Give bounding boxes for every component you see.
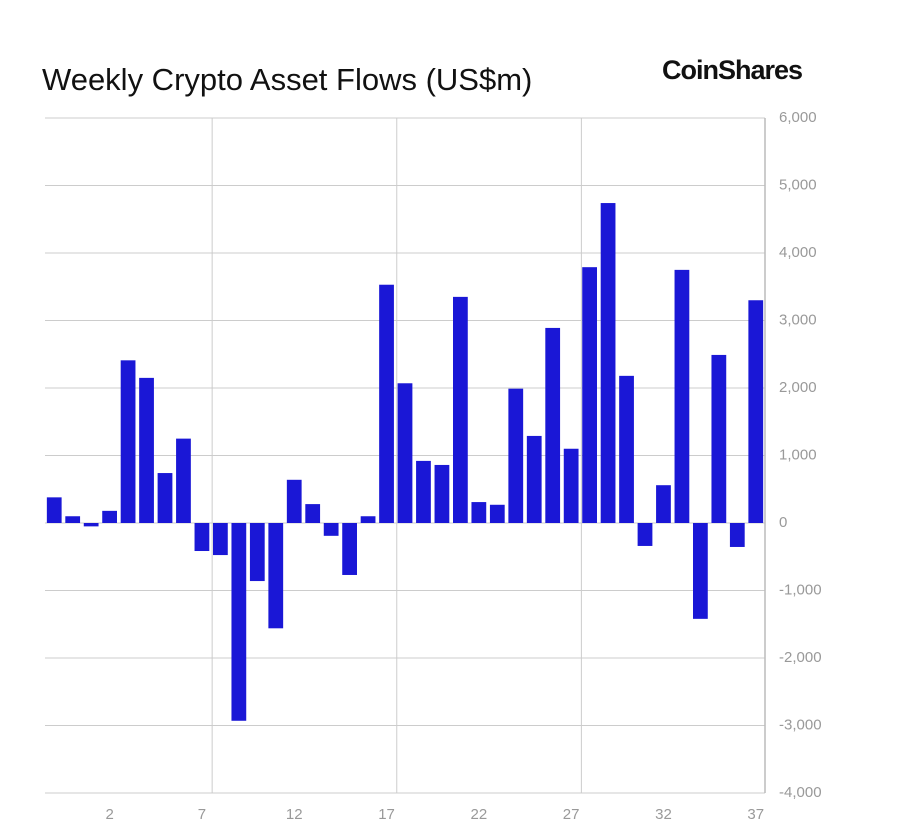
bar bbox=[453, 296, 468, 523]
chart-title: Weekly Crypto Asset Flows (US$m) bbox=[42, 62, 532, 97]
brand-logo: CoinShares bbox=[662, 55, 802, 85]
bar bbox=[471, 502, 487, 523]
bar bbox=[563, 448, 579, 523]
bar bbox=[656, 485, 671, 523]
bar bbox=[397, 383, 413, 523]
x-tick-label: 37 bbox=[747, 806, 764, 823]
bar bbox=[231, 523, 247, 721]
bar bbox=[83, 523, 99, 527]
bar bbox=[489, 504, 505, 523]
y-tick-label: 5,000 bbox=[779, 176, 817, 193]
bar bbox=[637, 523, 653, 546]
bar bbox=[194, 523, 210, 552]
bar bbox=[729, 523, 745, 547]
bar bbox=[102, 510, 117, 523]
bar bbox=[434, 464, 450, 523]
bar bbox=[582, 267, 597, 523]
bar bbox=[65, 516, 81, 523]
y-tick-label: 3,000 bbox=[779, 311, 817, 328]
bar bbox=[693, 523, 708, 619]
x-tick-label: 12 bbox=[286, 806, 303, 823]
bar bbox=[711, 354, 727, 523]
bar bbox=[120, 360, 136, 523]
y-tick-label: 6,000 bbox=[779, 109, 817, 126]
bar bbox=[619, 375, 634, 523]
y-tick-label: 1,000 bbox=[779, 446, 817, 463]
bar bbox=[674, 269, 690, 523]
y-tick-label: -3,000 bbox=[779, 716, 822, 733]
bar bbox=[600, 203, 616, 524]
bar bbox=[342, 523, 357, 575]
x-tick-label: 22 bbox=[471, 806, 488, 823]
bar bbox=[305, 504, 321, 523]
y-tick-label: -2,000 bbox=[779, 649, 822, 666]
y-tick-label: -1,000 bbox=[779, 581, 822, 598]
y-tick-label: 0 bbox=[779, 514, 787, 531]
bar bbox=[286, 479, 302, 523]
y-tick-label: 4,000 bbox=[779, 244, 817, 261]
bar bbox=[545, 327, 561, 523]
bar bbox=[379, 284, 394, 523]
y-tick-label: 2,000 bbox=[779, 379, 817, 396]
x-tick-label: 17 bbox=[378, 806, 395, 823]
bar bbox=[360, 516, 376, 523]
y-tick-label: -4,000 bbox=[779, 784, 822, 801]
bar bbox=[157, 473, 173, 523]
bar bbox=[139, 377, 154, 523]
bar bbox=[268, 523, 284, 629]
x-tick-label: 7 bbox=[198, 806, 206, 823]
bar bbox=[249, 523, 265, 582]
bar bbox=[526, 435, 542, 523]
bar bbox=[416, 460, 431, 523]
bar bbox=[46, 497, 62, 523]
x-tick-label: 27 bbox=[563, 806, 580, 823]
bar bbox=[748, 300, 764, 523]
bar bbox=[323, 523, 339, 536]
bar bbox=[213, 523, 228, 556]
bar bbox=[176, 438, 191, 523]
x-tick-label: 2 bbox=[105, 806, 113, 823]
bar bbox=[508, 388, 524, 523]
x-tick-label: 32 bbox=[655, 806, 672, 823]
